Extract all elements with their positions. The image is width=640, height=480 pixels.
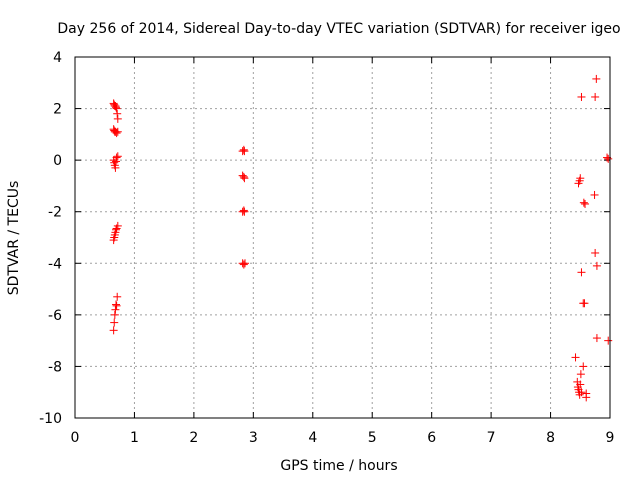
- data-point: [110, 318, 119, 327]
- x-tick-label: 3: [249, 430, 258, 446]
- data-point: [109, 326, 118, 335]
- data-point: [111, 163, 120, 172]
- data-point: [113, 152, 122, 161]
- data-point: [592, 261, 601, 270]
- x-tick-label: 0: [71, 430, 80, 446]
- data-point: [112, 301, 121, 310]
- data-point: [577, 388, 586, 397]
- data-point: [577, 268, 586, 277]
- data-point: [241, 259, 250, 268]
- data-point: [111, 305, 120, 314]
- data-point: [576, 174, 585, 183]
- x-tick-label: 4: [308, 430, 317, 446]
- x-axis-label: GPS time / hours: [280, 458, 397, 474]
- data-point: [112, 104, 121, 113]
- x-tick-label: 1: [130, 430, 139, 446]
- data-point: [604, 336, 613, 345]
- data-point: [113, 109, 122, 118]
- data-points: [109, 74, 613, 402]
- data-point: [577, 92, 586, 101]
- x-tick-label: 2: [189, 430, 198, 446]
- data-point: [112, 157, 121, 166]
- data-point: [112, 300, 121, 309]
- data-point: [576, 380, 585, 389]
- x-tick-label: 8: [546, 430, 555, 446]
- data-point: [239, 260, 248, 269]
- data-point: [592, 334, 601, 343]
- y-tick-label: -2: [48, 205, 62, 221]
- data-point: [113, 114, 122, 123]
- data-point: [590, 190, 599, 199]
- data-point: [581, 199, 590, 208]
- data-point: [112, 103, 121, 112]
- data-point: [239, 206, 248, 215]
- data-point: [571, 353, 580, 362]
- data-point: [240, 174, 249, 183]
- data-point: [240, 147, 249, 156]
- data-point: [591, 248, 600, 257]
- data-point: [113, 127, 122, 136]
- plot-frame: [74, 56, 611, 419]
- x-tick-label: 7: [487, 430, 496, 446]
- data-point: [239, 172, 248, 181]
- data-point: [112, 225, 121, 234]
- data-point: [110, 310, 119, 319]
- y-tick-label: -8: [48, 359, 62, 375]
- data-point: [239, 145, 248, 154]
- y-tick-label: 4: [53, 50, 62, 66]
- data-point: [576, 370, 585, 379]
- data-point: [240, 207, 249, 216]
- y-tick-label: 0: [53, 153, 62, 169]
- y-tick-label: -10: [39, 411, 62, 427]
- data-point: [591, 92, 600, 101]
- data-point: [113, 292, 122, 301]
- grid-lines: [75, 57, 610, 418]
- chart-title: Day 256 of 2014, Sidereal Day-to-day VTE…: [57, 21, 620, 37]
- y-axis-label: SDTVAR / TECUs: [6, 181, 22, 296]
- data-point: [113, 221, 122, 230]
- y-tick-label: 2: [53, 102, 62, 118]
- x-tick-label: 6: [427, 430, 436, 446]
- data-point: [580, 299, 589, 308]
- data-point: [112, 153, 121, 162]
- y-tick-label: -6: [48, 308, 62, 324]
- data-point: [579, 198, 588, 207]
- y-tick-label: -4: [48, 256, 62, 272]
- tick-labels: 0 1 2 3 4 5 6 7 8 9 -10 -8 -6 -4 -2 0 2 4: [39, 50, 614, 446]
- data-point: [582, 393, 591, 402]
- data-point: [604, 154, 613, 163]
- data-point: [592, 74, 601, 83]
- data-point: [579, 362, 588, 371]
- x-tick-label: 9: [606, 430, 615, 446]
- x-tick-label: 5: [368, 430, 377, 446]
- data-point: [112, 129, 121, 138]
